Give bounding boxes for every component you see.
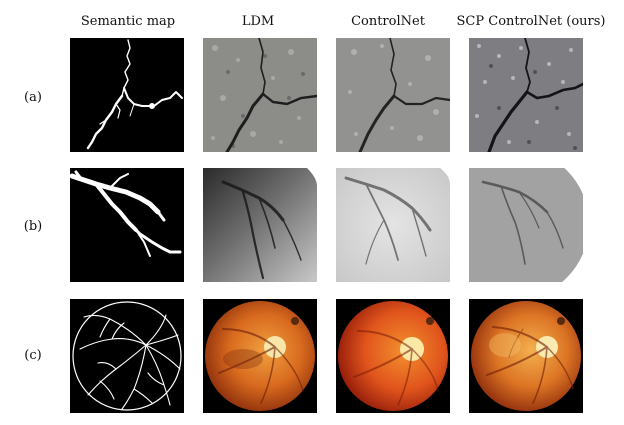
semantic-map-vessel-image xyxy=(70,168,184,282)
controlnet-crack-image xyxy=(336,38,450,152)
row-label-b: (b) xyxy=(23,219,43,234)
column-header-scp-controlnet: SCP ControlNet (ours) xyxy=(456,14,606,29)
semantic-map-crack-image xyxy=(70,38,184,152)
ldm-angiogram-image xyxy=(203,168,317,282)
scp-controlnet-angiogram-image xyxy=(469,168,583,282)
semantic-map-retina-image xyxy=(70,299,184,413)
ldm-crack-image xyxy=(203,38,317,152)
row-label-a: (a) xyxy=(24,90,42,105)
controlnet-fundus-image xyxy=(336,299,450,413)
column-header-ldm: LDM xyxy=(241,14,275,29)
row-label-c: (c) xyxy=(24,348,42,363)
scp-controlnet-fundus-image xyxy=(469,299,583,413)
controlnet-angiogram-image xyxy=(336,168,450,282)
column-header-semantic-map: Semantic map xyxy=(80,14,176,29)
column-header-controlnet: ControlNet xyxy=(351,14,425,29)
ldm-fundus-image xyxy=(203,299,317,413)
scp-controlnet-crack-image xyxy=(469,38,583,152)
